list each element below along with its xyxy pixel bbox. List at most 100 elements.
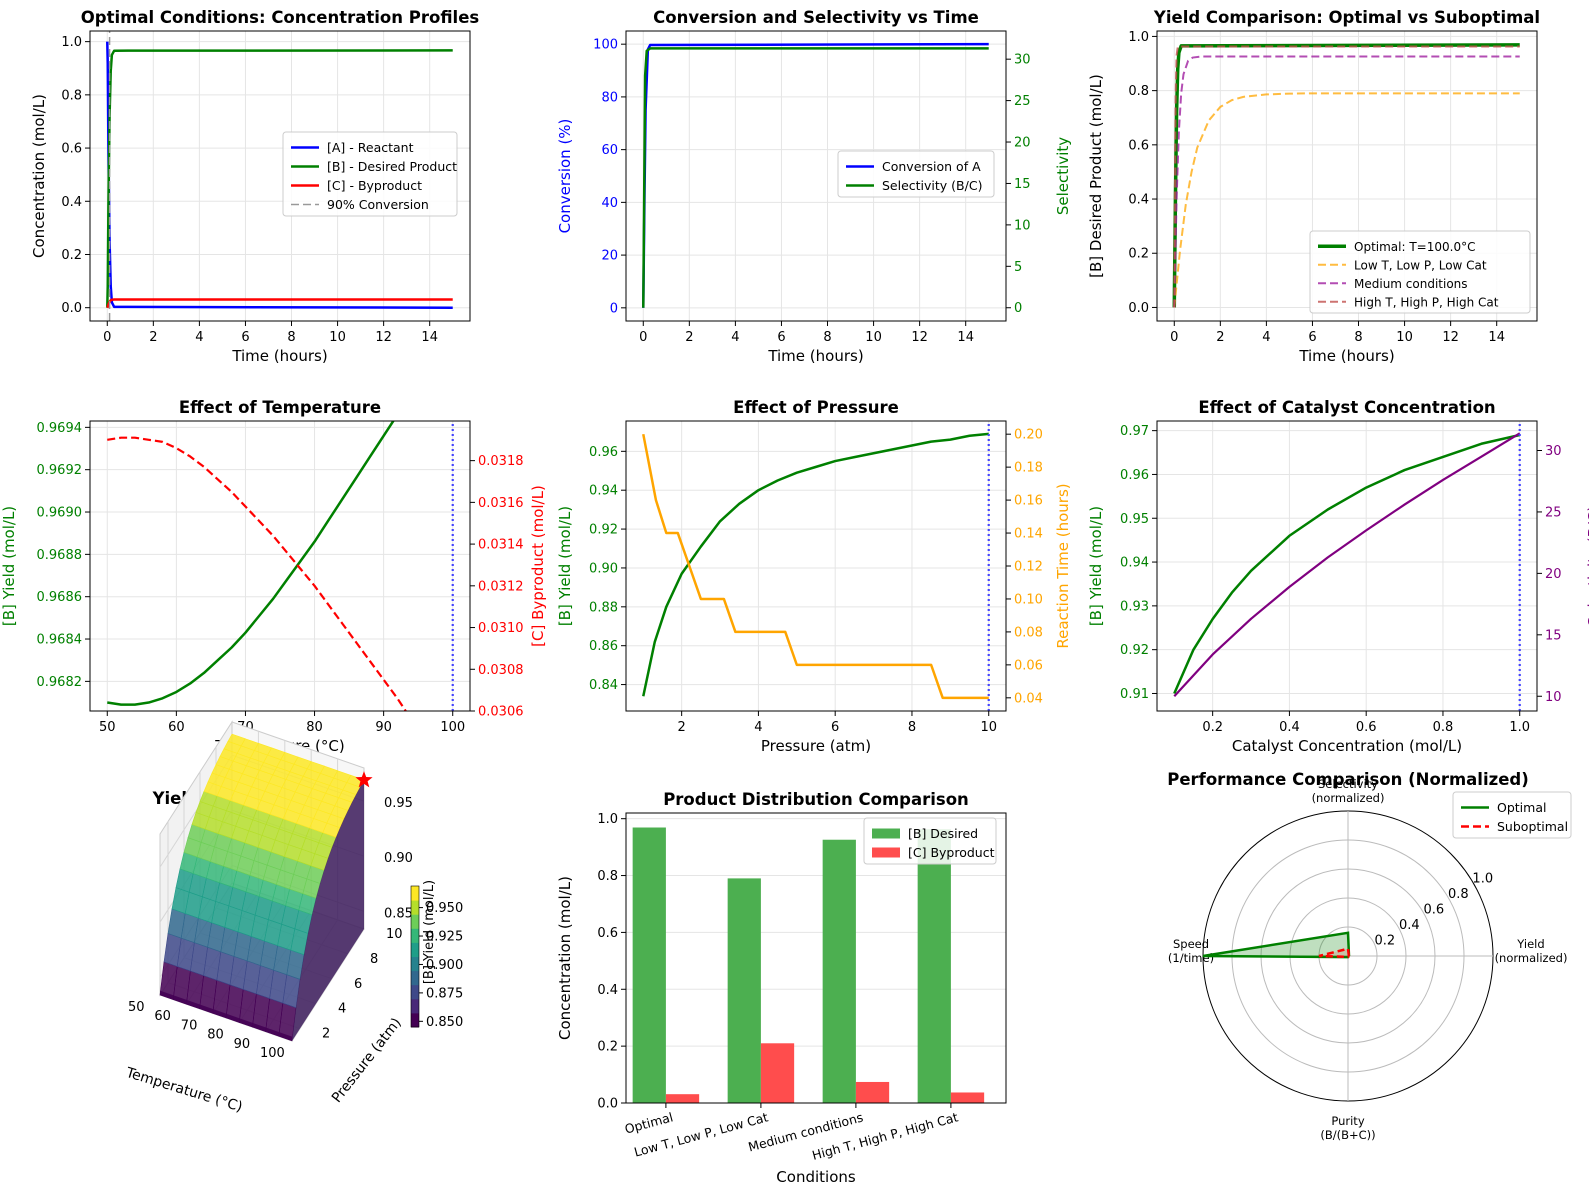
chart-title: Effect of Temperature [179,398,381,417]
colorbar-segment [411,896,419,901]
series-line-high-t-high-p-high-cat [1173,45,1520,308]
y2-tick-label: 0.0318 [478,454,524,469]
bar-desired [822,839,856,1103]
surface-front-edge [160,990,292,1041]
y2-axis-label: Selectivity (B/C) [1585,506,1589,627]
x-tick-label: 80 [306,720,323,735]
x-tick-label: 0 [103,330,111,345]
legend-label: High T, High P, High Cat [1354,295,1499,309]
bar-byproduct [760,1043,795,1103]
y2-tick-label: 0.0312 [478,579,524,594]
legend-box [282,131,458,217]
x-tick-label: 2 [1216,330,1224,345]
colorbar-segment [411,1016,419,1021]
colorbar-segment [411,889,419,894]
colorbar-segment [411,1023,419,1028]
series-group [642,42,989,308]
y2-tick-label: 0 [1014,301,1022,316]
legend-swatch [872,847,900,858]
series-line--b-desired-product [106,49,453,308]
surface-y-tick: 10 [386,927,403,942]
series-group [1172,43,1520,308]
x-tick-label: 8 [287,330,295,345]
y-tick-label: 0.9692 [37,463,83,478]
x-tick-label: 0.4 [1279,720,1300,735]
y-tick-label: 0.2 [61,248,82,263]
colorbar-segment [411,949,419,954]
legend-label: [A] - Reactant [327,140,414,155]
y-tick-label: 0.94 [589,484,618,499]
series-group [642,421,990,711]
series-line-reaction-time [642,433,989,700]
y2-tick-label: 0.14 [1014,527,1043,542]
legend-box [1309,230,1531,314]
colorbar-segment [411,998,419,1003]
axes-frame [625,30,1007,322]
chart-title: Yield Comparison: Optimal vs Suboptimal [1153,8,1540,27]
x-tick-label: 6 [241,330,249,345]
surface-y-tick: 8 [370,952,378,967]
y-tick-label: 0.6 [1128,138,1149,153]
chart-conversion-selectivity: 0 2 4 6 8 10 12 14 0 20 40 60 80 100 0 5 10 15 20 25 30 Selec… [556,8,1072,365]
legend-label: Conversion of A [882,159,981,174]
y-tick-label: 0.9694 [37,421,83,436]
x-tick-label: 12 [911,330,928,345]
colorbar-segment [411,917,419,922]
x-tick-label: 4 [754,720,762,735]
colorbar-tick-label: 0.950 [426,901,463,916]
surface-z-tick: 0.90 [384,851,413,866]
y-tick-label: 0.6 [597,926,618,941]
x-tick-label: 10 [1396,330,1413,345]
x-axis-label: Time (hours) [767,347,863,365]
x-tick-label: 6 [831,720,839,735]
series-line--a-reactant [106,41,453,309]
series-line-selectivity-b-c- [1173,432,1521,697]
x-tick-label: 0 [1170,330,1178,345]
colorbar-segment [411,921,419,926]
legend-label: Optimal [1497,800,1546,815]
y2-tick-label: 30 [1014,53,1031,68]
colorbar-segment [411,910,419,915]
x-tick-label: 4 [1262,330,1270,345]
colorbar-segment [411,988,419,993]
series-group [1173,421,1521,711]
y-tick-label: 0.6 [61,142,82,157]
legend-label: [B] - Desired Product [327,159,457,174]
radar-axis-label: Selectivity [1318,777,1378,791]
y-tick-label: 0.0 [61,301,82,316]
chart-title: Conversion and Selectivity vs Time [653,8,979,27]
x-tick-label: 10 [329,330,346,345]
series-line-selectivity-b-c- [642,47,989,308]
y2-tick-label: 20 [1014,136,1031,151]
y-axis-label: Concentration (mol/L) [30,94,48,258]
surface-zlabel: [B] Yield (mol/L) [422,880,437,984]
chart-concentration-profiles: 0 2 4 6 8 10 12 14 0.0 0.2 0.4 0.6 0.8 1.0 Optimal Con… [30,8,479,365]
y2-tick-label: 0.16 [1014,494,1043,509]
y-tick-label: 0.84 [589,678,618,693]
y2-tick-label: 25 [1545,505,1562,520]
colorbar-segment [411,907,419,912]
legend-swatch [872,828,900,839]
colorbar-segment [411,903,419,908]
y-tick-label: 0.4 [597,983,618,998]
x-tick-label: 10 [865,330,882,345]
y-tick-label: 0.4 [1128,193,1149,208]
surface-z-tick: 0.95 [384,796,413,811]
x-tick-label: 0.8 [1433,720,1454,735]
colorbar-segment [411,1002,419,1007]
y2-tick-label: 0.20 [1014,428,1043,443]
y2-tick-label: 0.12 [1014,560,1043,575]
x-axis-label: Time (hours) [231,347,327,365]
radar-r-label: 0.2 [1374,933,1395,948]
radar-r-label: 0.8 [1448,887,1469,902]
axes-frame [89,420,471,712]
colorbar-segment [411,995,419,1000]
axes-frame [89,30,471,322]
bar-desired [917,829,951,1103]
y-tick-label: 0.97 [1120,424,1149,439]
y2-tick-label: 0.0310 [478,621,524,636]
colorbar-segment [411,893,419,898]
x-tick-label: 90 [375,720,392,735]
y-tick-label: 0.95 [1120,512,1149,527]
